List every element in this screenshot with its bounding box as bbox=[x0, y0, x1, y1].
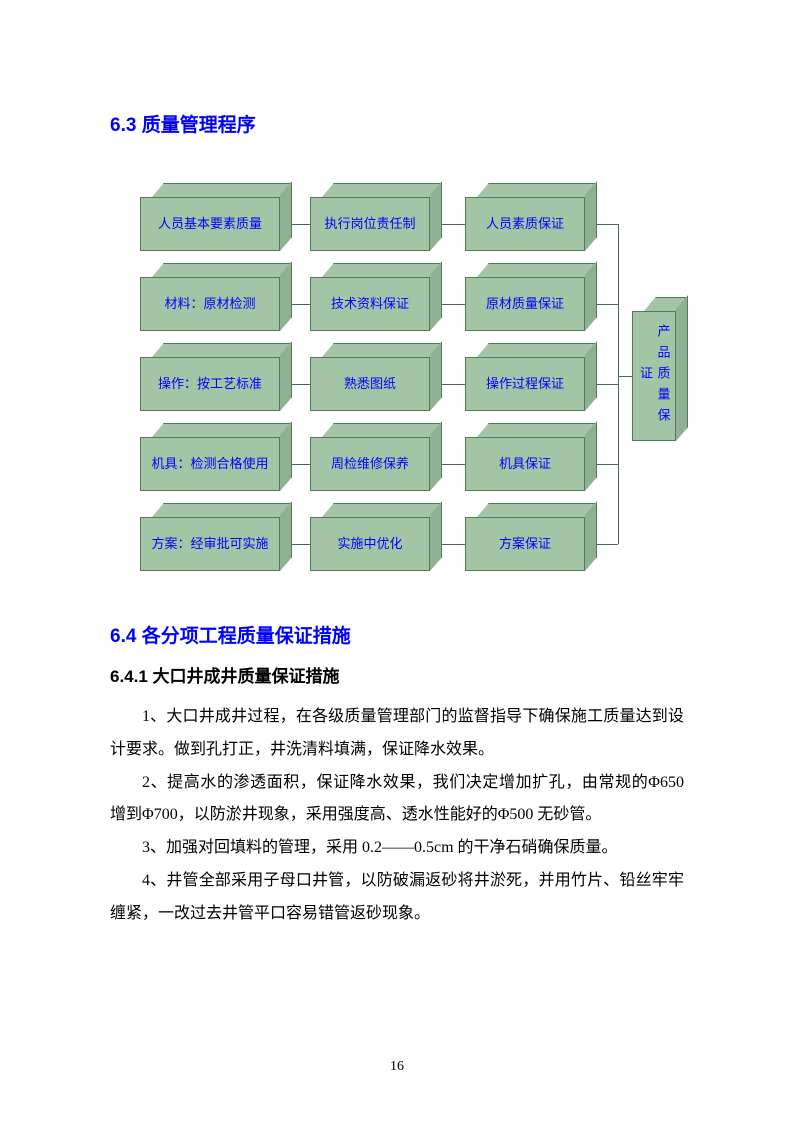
quality-flowchart: 人员基本要素质量执行岗位责任制人员素质保证材料：原材检测技术资料保证原材质量保证… bbox=[120, 167, 690, 571]
connector bbox=[597, 464, 618, 465]
node-r1-c1-label: 技术资料保证 bbox=[310, 277, 430, 331]
node-r4-c1: 实施中优化 bbox=[310, 503, 430, 571]
connector bbox=[442, 384, 465, 385]
node-r1-c2: 原材质量保证 bbox=[465, 263, 585, 331]
node-r2-c0: 操作：按工艺标准 bbox=[140, 343, 280, 411]
page-number: 16 bbox=[0, 1059, 794, 1075]
node-r1-c0-label: 材料：原材检测 bbox=[140, 277, 280, 331]
node-r3-c1-label: 周检维修保养 bbox=[310, 437, 430, 491]
node-r0-c2: 人员素质保证 bbox=[465, 183, 585, 251]
node-final: 产品质量保证 bbox=[632, 297, 676, 441]
heading-6-4-1: 6.4.1 大口井成井质量保证措施 bbox=[110, 662, 684, 687]
node-r0-c1-label: 执行岗位责任制 bbox=[310, 197, 430, 251]
node-r0-c1: 执行岗位责任制 bbox=[310, 183, 430, 251]
paragraph-4: 4、井管全部采用子母口井管，以防破漏返砂将井淤死，并用竹片、铅丝牢牢缠紧，一改过… bbox=[110, 865, 684, 931]
node-r1-c0: 材料：原材检测 bbox=[140, 263, 280, 331]
node-r4-c2-label: 方案保证 bbox=[465, 517, 585, 571]
connector bbox=[442, 224, 465, 225]
connector bbox=[292, 224, 310, 225]
node-r3-c1: 周检维修保养 bbox=[310, 423, 430, 491]
node-r2-c2: 操作过程保证 bbox=[465, 343, 585, 411]
paragraph-3: 3、加强对回填料的管理，采用 0.2——0.5cm 的干净石硝确保质量。 bbox=[110, 832, 684, 865]
connector bbox=[618, 224, 619, 544]
connector bbox=[292, 304, 310, 305]
node-r1-c2-label: 原材质量保证 bbox=[465, 277, 585, 331]
node-r0-c2-label: 人员素质保证 bbox=[465, 197, 585, 251]
connector bbox=[618, 376, 632, 377]
connector bbox=[292, 544, 310, 545]
connector bbox=[292, 384, 310, 385]
node-r3-c2-label: 机具保证 bbox=[465, 437, 585, 491]
connector bbox=[597, 224, 618, 225]
paragraph-1: 1、大口井成井过程，在各级质量管理部门的监督指导下确保施工质量达到设计要求。做到… bbox=[110, 701, 684, 767]
connector bbox=[442, 304, 465, 305]
node-r4-c0: 方案：经审批可实施 bbox=[140, 503, 280, 571]
node-r3-c0: 机具：检测合格使用 bbox=[140, 423, 280, 491]
node-r4-c2: 方案保证 bbox=[465, 503, 585, 571]
node-r2-c1-label: 熟悉图纸 bbox=[310, 357, 430, 411]
node-r2-c1: 熟悉图纸 bbox=[310, 343, 430, 411]
node-r3-c0-label: 机具：检测合格使用 bbox=[140, 437, 280, 491]
node-r3-c2: 机具保证 bbox=[465, 423, 585, 491]
node-r2-c0-label: 操作：按工艺标准 bbox=[140, 357, 280, 411]
node-r4-c0-label: 方案：经审批可实施 bbox=[140, 517, 280, 571]
body-text: 1、大口井成井过程，在各级质量管理部门的监督指导下确保施工质量达到设计要求。做到… bbox=[110, 701, 684, 931]
node-r2-c2-label: 操作过程保证 bbox=[465, 357, 585, 411]
paragraph-2: 2、提高水的渗透面积，保证降水效果，我们决定增加扩孔，由常规的Φ650 增到Φ7… bbox=[110, 767, 684, 833]
node-final-label: 产品质量保证 bbox=[632, 311, 676, 441]
node-r0-c0: 人员基本要素质量 bbox=[140, 183, 280, 251]
heading-6-3: 6.3 质量管理程序 bbox=[110, 110, 684, 137]
connector bbox=[292, 464, 310, 465]
node-r4-c1-label: 实施中优化 bbox=[310, 517, 430, 571]
connector bbox=[597, 384, 618, 385]
connector bbox=[597, 544, 618, 545]
connector bbox=[442, 544, 465, 545]
connector bbox=[597, 304, 618, 305]
node-r1-c1: 技术资料保证 bbox=[310, 263, 430, 331]
node-r0-c0-label: 人员基本要素质量 bbox=[140, 197, 280, 251]
connector bbox=[442, 464, 465, 465]
heading-6-4: 6.4 各分项工程质量保证措施 bbox=[110, 621, 684, 648]
